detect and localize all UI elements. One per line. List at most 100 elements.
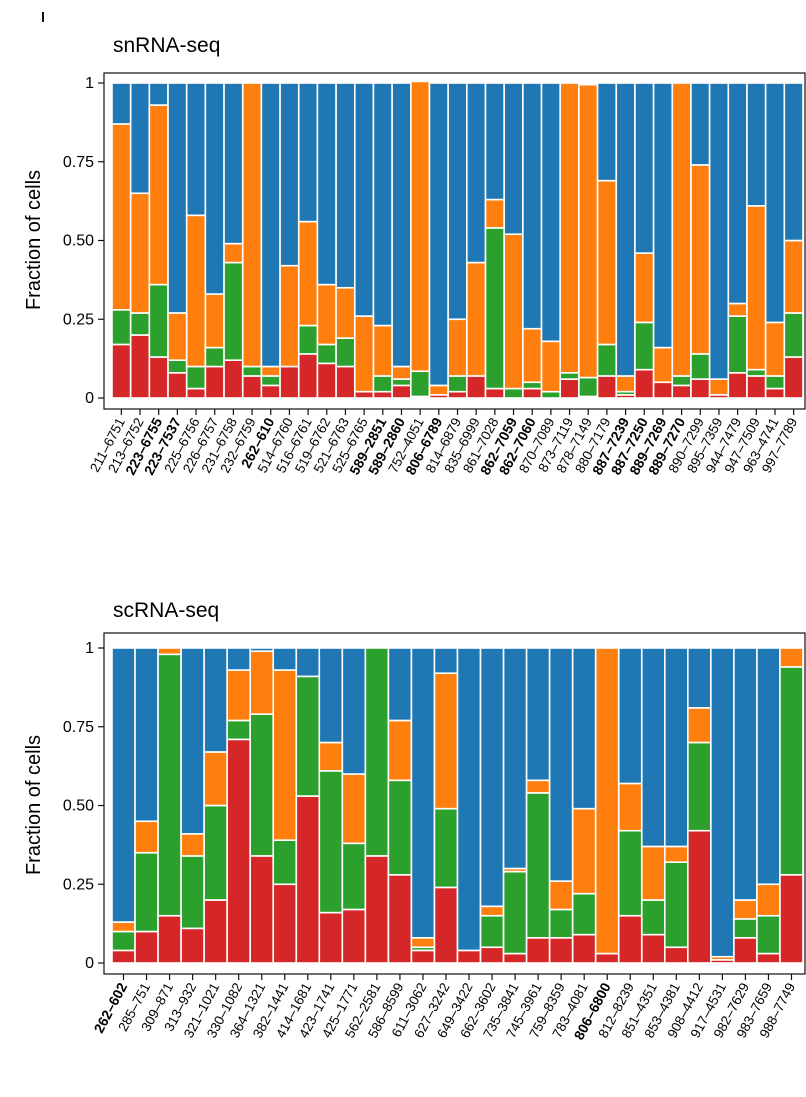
snrna-seq-bar-green-26	[578, 376, 599, 398]
snrna-seq-bar-blue-21	[484, 82, 505, 201]
scrna-seq-bar-blue-14	[410, 647, 436, 939]
snrna-seq-bar-orange-37	[783, 239, 804, 314]
scrna-seq-bar-green-23	[617, 829, 643, 917]
snrna-seq-bar-green-27	[596, 343, 618, 377]
scrna-seq-bar-orange-7	[249, 650, 275, 715]
scrna-seq-bar-green-2	[134, 851, 159, 933]
scrna-seq-y-axis-label: Fraction of cells	[23, 735, 45, 875]
scrna-seq-bar-blue-24	[640, 647, 666, 848]
snrna-seq-bar-green-5	[185, 365, 207, 390]
scrna-seq-bar-orange-20	[548, 880, 574, 911]
scrna-seq-bar-green-11	[341, 842, 367, 911]
scrna-seq-bar-green-8	[272, 839, 298, 886]
scrna-seq-bar-orange-5	[203, 751, 228, 807]
snrna-seq-bar-red-10	[279, 365, 300, 399]
scrna-seq-bars	[111, 647, 804, 964]
snrna-seq-bar-green-25	[559, 371, 580, 380]
snrna-seq-bar-green-23	[522, 381, 543, 390]
snrna-seq-bar-orange-20	[466, 261, 487, 377]
snrna-seq-bar-green-22	[503, 387, 524, 399]
snrna-seq-bar-blue-30	[652, 82, 674, 349]
snrna-seq-bar-orange-28	[615, 375, 636, 393]
snrna-seq-bar-blue-34	[727, 82, 748, 305]
scrna-seq-bar-red-21	[571, 933, 597, 964]
scrna-seq-bar-green-18	[502, 870, 528, 955]
scrna-seq-bar-red-12	[364, 855, 390, 964]
scrna-seq-bar-green-26	[687, 741, 712, 832]
snrna-seq-bar-orange-1	[111, 123, 132, 311]
scrna-seq-bar-red-3	[157, 914, 182, 964]
scrna-seq-bar-orange-13	[387, 719, 413, 782]
scrna-seq-bar-blue-1	[111, 647, 136, 923]
scrna-seq-bar-blue-19	[525, 647, 551, 782]
scrna-seq-bar-green-3	[157, 653, 182, 917]
scrna-seq-bar-green-7	[249, 713, 275, 857]
snrna-seq-bar-blue-1	[111, 82, 132, 125]
snrna-seq-bar-blue-10	[279, 82, 300, 267]
scrna-seq-bar-blue-7	[249, 647, 275, 652]
scrna-seq-bar-orange-24	[640, 845, 666, 901]
snrna-seq-bar-blue-18	[428, 82, 449, 387]
scrna-seq-bar-blue-2	[134, 647, 159, 823]
snrna-seq-bar-red-1	[111, 343, 132, 399]
scrna-seq-bar-blue-18	[502, 647, 528, 870]
snrna-seq-bar-red-3	[148, 356, 169, 399]
scrna-seq-bar-orange-23	[617, 782, 643, 832]
snrna-seq-bar-red-35	[746, 375, 767, 399]
snrna-seq-bar-orange-7	[223, 242, 244, 264]
snrna-seq-bar-orange-36	[764, 321, 786, 377]
scrna-seq-bar-orange-28	[733, 899, 758, 920]
scrna-seq-bar-orange-30	[779, 647, 804, 668]
scrna-seq-bar-green-10	[318, 770, 344, 914]
snrna-seq-bar-blue-3	[148, 82, 169, 106]
snrna-seq-bar-green-13	[335, 337, 356, 368]
snrna-seq-bar-orange-4	[167, 312, 188, 362]
snrna-seq-bar-blue-35	[746, 82, 767, 207]
scrna-seq-bar-blue-16	[456, 647, 482, 952]
snrna-seq-bar-red-8	[241, 375, 263, 399]
snrna-seq-bar-blue-15	[372, 82, 393, 327]
scrna-seq-bar-orange-11	[341, 773, 367, 845]
snrna-seq-bar-orange-12	[316, 283, 337, 346]
snrna-seq-bar-orange-6	[204, 293, 225, 349]
scrna-seq-y-tick-label: 0.50	[63, 798, 94, 815]
snrna-seq-bar-orange-26	[578, 83, 599, 379]
snrna-seq-bar-blue-5	[185, 82, 207, 217]
scrna-seq-bar-orange-29	[756, 883, 781, 917]
scrna-seq-bar-orange-25	[663, 845, 689, 864]
snrna-seq-bar-red-9	[260, 384, 281, 399]
scrna-seq-bar-orange-21	[571, 807, 597, 895]
snrna-seq-bar-red-21	[484, 387, 505, 399]
snrna-seq-bar-orange-33	[708, 378, 730, 396]
scrna-seq-bar-blue-25	[663, 647, 689, 848]
snrna-seq-bar-green-15	[372, 375, 393, 393]
snrna-seq-panel: snRNA-seq Fraction of cells 0 0.25 0.50 0.7…	[23, 34, 806, 477]
snrna-seq-bar-orange-3	[148, 104, 169, 286]
scrna-seq-bar-blue-29	[756, 647, 781, 886]
scrna-seq-bar-orange-3	[157, 647, 182, 656]
scrna-seq-bar-orange-22	[594, 647, 620, 955]
snrna-seq-bar-blue-16	[391, 82, 412, 368]
snrna-seq-bar-blue-29	[634, 82, 655, 254]
snrna-seq-bar-green-11	[297, 324, 319, 355]
scrna-seq-bar-blue-10	[318, 647, 344, 744]
snrna-seq-y-tick-label: 0.50	[63, 233, 94, 250]
snrna-seq-bar-orange-18	[428, 384, 449, 396]
snrna-seq-bar-green-8	[241, 365, 263, 377]
snrna-seq-bar-blue-19	[447, 82, 468, 321]
snrna-seq-bar-orange-15	[372, 324, 393, 377]
snrna-seq-bar-orange-13	[335, 286, 356, 339]
scrna-seq-bar-blue-5	[203, 647, 228, 753]
snrna-seq-bar-orange-31	[671, 82, 692, 377]
scrna-seq-panel: scRNA-seq Fraction of cells 0 0.25 0.50 0.7…	[23, 599, 806, 1042]
snrna-seq-bar-orange-32	[690, 164, 711, 355]
scrna-seq-bar-orange-10	[318, 741, 344, 772]
snrna-seq-bar-orange-10	[279, 264, 300, 368]
snrna-seq-bar-red-23	[522, 387, 543, 399]
snrna-seq-bar-red-5	[185, 387, 207, 399]
scrna-seq-bar-orange-14	[410, 936, 436, 949]
snrna-seq-bar-orange-35	[746, 205, 767, 371]
snrna-seq-bar-red-16	[391, 384, 412, 399]
snrna-seq-bar-red-34	[727, 371, 748, 399]
